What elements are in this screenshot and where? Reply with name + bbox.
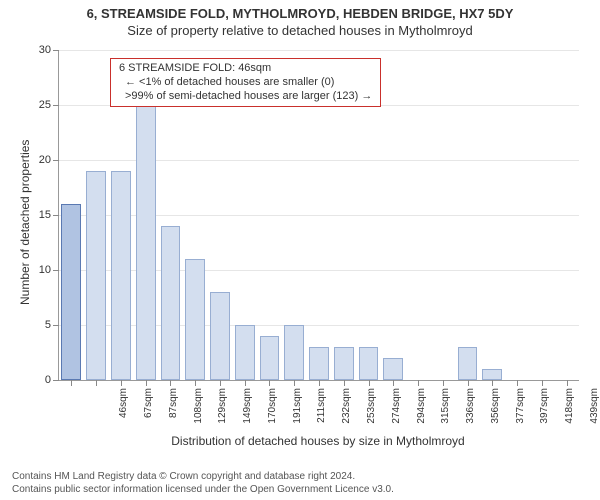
x-tick xyxy=(269,380,270,386)
bar xyxy=(111,171,131,380)
x-tick xyxy=(121,380,122,386)
y-tick-label: 30 xyxy=(39,44,59,56)
bar xyxy=(235,325,255,380)
x-tick xyxy=(369,380,370,386)
x-tick-label: 129sqm xyxy=(217,388,228,438)
annotation-line: 6 STREAMSIDE FOLD: 46sqm xyxy=(119,62,372,76)
bar xyxy=(61,204,81,380)
x-tick xyxy=(492,380,493,386)
bar xyxy=(260,336,280,380)
bar xyxy=(482,369,502,380)
x-tick-label: 315sqm xyxy=(440,388,451,438)
x-tick-label: 397sqm xyxy=(539,388,550,438)
bar xyxy=(383,358,403,380)
x-tick xyxy=(245,380,246,386)
annotation-box: 6 STREAMSIDE FOLD: 46sqm← <1% of detache… xyxy=(110,58,381,107)
footer-line2: Contains public sector information licen… xyxy=(12,484,588,497)
x-tick xyxy=(319,380,320,386)
page-title-line1: 6, STREAMSIDE FOLD, MYTHOLMROYD, HEBDEN … xyxy=(0,0,600,21)
x-tick xyxy=(170,380,171,386)
x-tick-label: 67sqm xyxy=(143,388,154,438)
y-tick-label: 10 xyxy=(39,264,59,276)
x-tick xyxy=(418,380,419,386)
bar xyxy=(210,292,230,380)
bar xyxy=(359,347,379,380)
y-axis-title: Number of detached properties xyxy=(18,140,32,305)
x-tick-label: 191sqm xyxy=(292,388,303,438)
x-tick xyxy=(71,380,72,386)
x-tick-label: 46sqm xyxy=(118,388,129,438)
x-tick-label: 377sqm xyxy=(515,388,526,438)
x-tick-label: 253sqm xyxy=(366,388,377,438)
chart-container: 6, STREAMSIDE FOLD, MYTHOLMROYD, HEBDEN … xyxy=(0,0,600,500)
x-tick xyxy=(443,380,444,386)
y-tick-label: 25 xyxy=(39,99,59,111)
footer-line1: Contains HM Land Registry data © Crown c… xyxy=(12,471,588,484)
bar xyxy=(334,347,354,380)
y-tick-label: 20 xyxy=(39,154,59,166)
bar xyxy=(136,105,156,380)
x-tick-label: 211sqm xyxy=(316,388,327,438)
x-tick xyxy=(542,380,543,386)
y-tick-label: 0 xyxy=(45,374,59,386)
y-tick-label: 5 xyxy=(45,319,59,331)
x-tick xyxy=(294,380,295,386)
x-tick xyxy=(195,380,196,386)
bar xyxy=(284,325,304,380)
x-tick-label: 108sqm xyxy=(193,388,204,438)
x-tick xyxy=(146,380,147,386)
x-tick-label: 232sqm xyxy=(341,388,352,438)
bar xyxy=(161,226,181,380)
footer: Contains HM Land Registry data © Crown c… xyxy=(12,471,588,496)
bar xyxy=(458,347,478,380)
gridline xyxy=(59,50,579,51)
x-tick-label: 356sqm xyxy=(490,388,501,438)
x-tick-label: 294sqm xyxy=(416,388,427,438)
x-tick-label: 87sqm xyxy=(168,388,179,438)
x-tick xyxy=(220,380,221,386)
annotation-line: >99% of semi-detached houses are larger … xyxy=(119,90,372,104)
bar xyxy=(86,171,106,380)
x-tick xyxy=(393,380,394,386)
bar xyxy=(185,259,205,380)
x-tick-label: 274sqm xyxy=(391,388,402,438)
x-tick-label: 170sqm xyxy=(267,388,278,438)
x-tick xyxy=(96,380,97,386)
page-title-line2: Size of property relative to detached ho… xyxy=(0,21,600,42)
x-tick xyxy=(344,380,345,386)
x-tick-label: 149sqm xyxy=(242,388,253,438)
x-tick xyxy=(468,380,469,386)
x-tick xyxy=(567,380,568,386)
x-tick-label: 336sqm xyxy=(465,388,476,438)
x-axis-title: Distribution of detached houses by size … xyxy=(58,434,578,448)
bar xyxy=(309,347,329,380)
x-tick xyxy=(517,380,518,386)
annotation-line: ← <1% of detached houses are smaller (0) xyxy=(119,76,372,90)
x-tick-label: 418sqm xyxy=(564,388,575,438)
y-tick-label: 15 xyxy=(39,209,59,221)
x-tick-label: 439sqm xyxy=(589,388,600,438)
